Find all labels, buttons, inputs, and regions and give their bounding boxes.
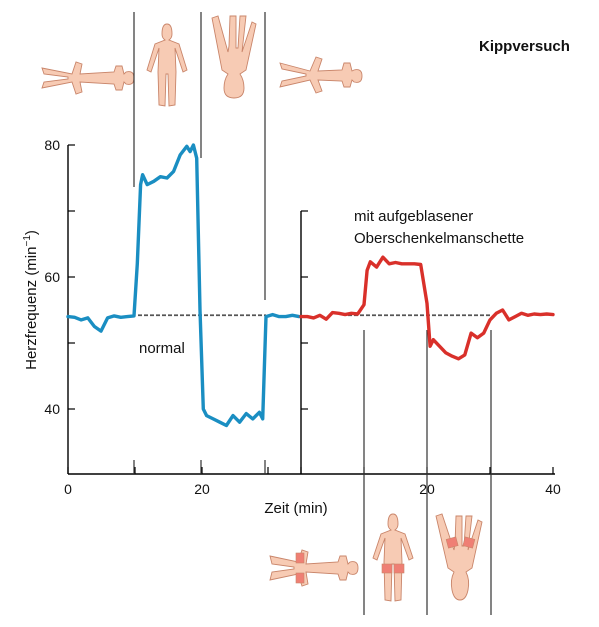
y-axis-label-sup: −1 (22, 235, 33, 247)
lying-figure-icon (41, 61, 135, 95)
standing-figure-icon (146, 23, 188, 107)
y-axis-label: Herzfrequenz (min−1) (22, 230, 40, 370)
series-line-cuff (299, 255, 555, 361)
x-tick-label: 40 (545, 481, 561, 497)
phase-separators (133, 12, 492, 615)
series-line-normal (66, 143, 301, 428)
inverted-figure-cuff-icon (435, 513, 483, 601)
x-axis-label: Zeit (min) (264, 500, 327, 517)
y-tick-label: 60 (44, 269, 60, 285)
chart-title: Kippversuch (479, 38, 570, 55)
annotation-cuff-line2: Oberschenkelmanschette (354, 230, 524, 247)
thigh-cuff-icon (445, 536, 459, 549)
x-tick-label: 20 (194, 481, 210, 497)
posture-figures-normal (41, 15, 363, 107)
posture-figures-cuff (269, 513, 483, 602)
x-tick-label: 0 (64, 481, 72, 497)
annotation-normal: normal (139, 340, 185, 357)
annotation-cuff-line1: mit aufgeblasener (354, 208, 473, 225)
standing-figure-cuff-icon (372, 513, 414, 602)
thigh-cuff-icon (295, 572, 305, 584)
y-tick-label: 80 (44, 137, 60, 153)
series-group (66, 143, 555, 428)
y-tick-label: 40 (44, 401, 60, 417)
inverted-figure-icon (211, 15, 257, 99)
lying-figure-cuff-icon (269, 549, 359, 587)
thigh-cuff-icon (295, 552, 305, 564)
thigh-cuff-icon (393, 563, 405, 574)
lying-figure-icon (279, 56, 363, 94)
thigh-cuff-icon (462, 536, 476, 549)
thigh-cuff-icon (381, 563, 393, 574)
